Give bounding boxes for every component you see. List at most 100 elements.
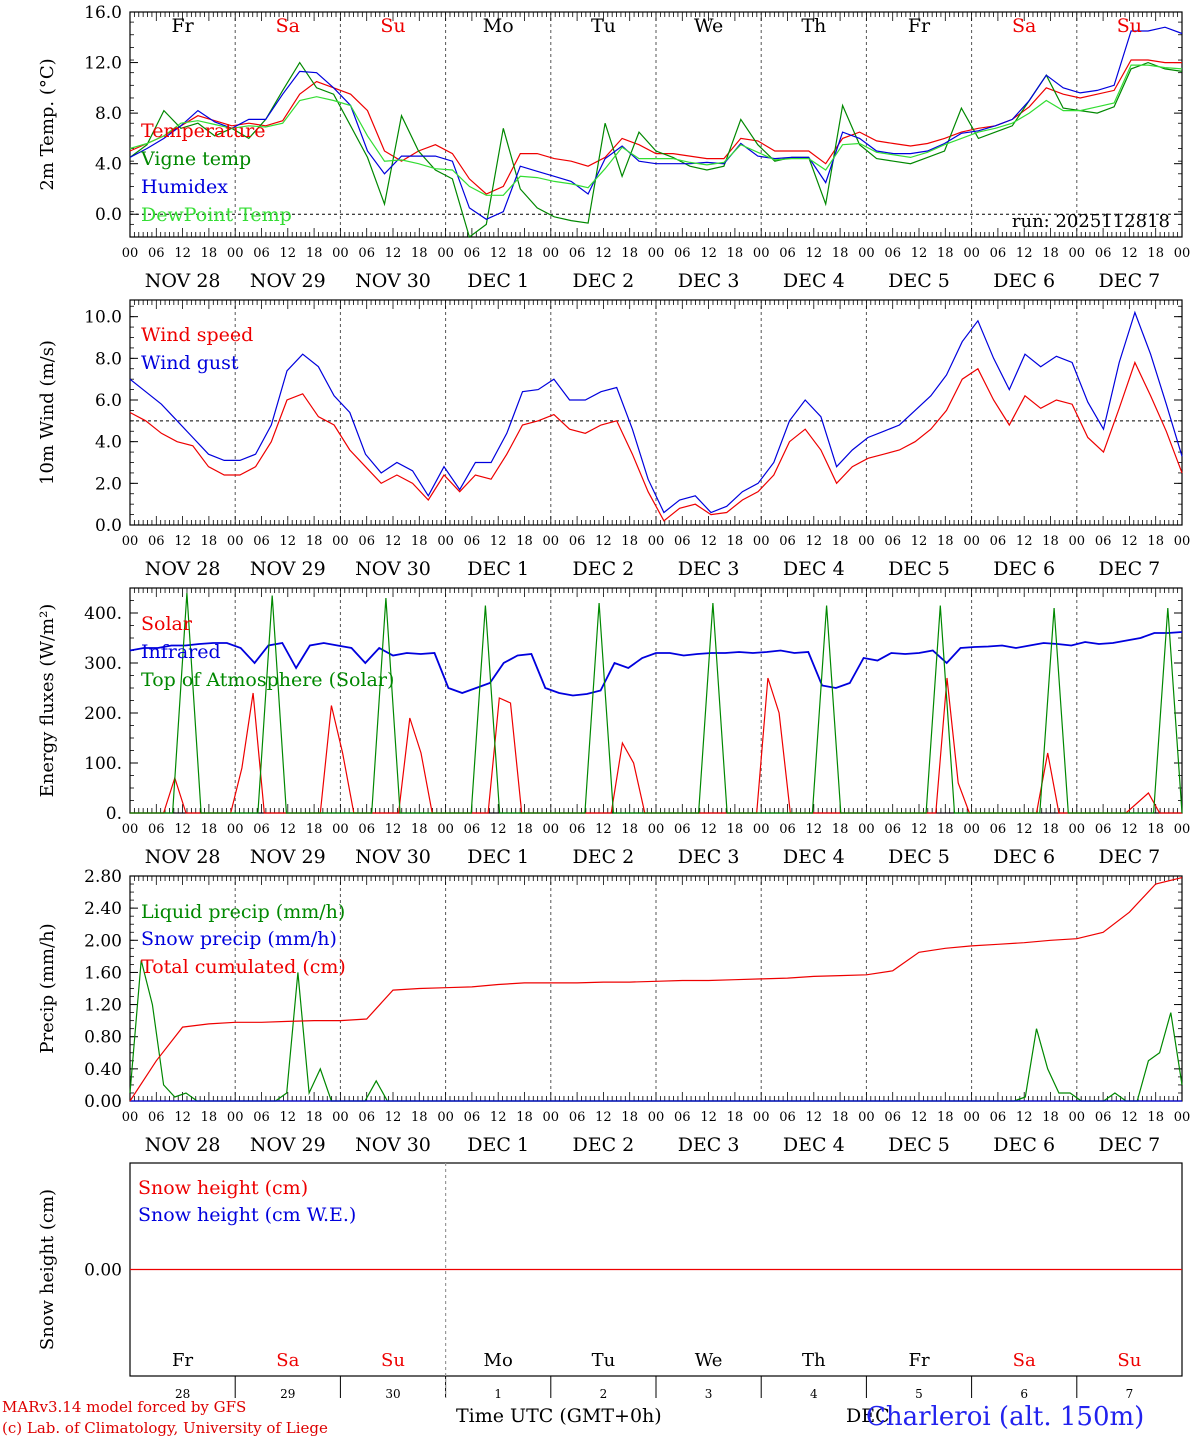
y-tick-label: 4.0 (95, 155, 122, 175)
x-hour-label: 06 (569, 1110, 586, 1125)
y-tick-label: 0.40 (84, 1060, 122, 1080)
x-hour-label: 06 (990, 1110, 1007, 1125)
x-hour-label: 00 (753, 246, 770, 261)
x-date-label: NOV 30 (355, 846, 431, 868)
x-date-label: DEC 3 (678, 558, 740, 580)
x-hour-label: 12 (595, 534, 612, 549)
x-hour-label: 00 (332, 822, 349, 837)
x-date-label: DEC 3 (678, 270, 740, 292)
y-axis-title: 10m Wind (m/s) (37, 340, 58, 485)
x-hour-label: 18 (621, 534, 638, 549)
x-hour-label: 18 (411, 1110, 428, 1125)
x-date-label: DEC 2 (573, 270, 635, 292)
x-hour-label: 12 (1121, 822, 1138, 837)
y-tick-label: 6.0 (95, 391, 122, 411)
x-date-label: NOV 28 (145, 270, 221, 292)
x-date-label: DEC 4 (783, 846, 845, 868)
x-hour-label: 06 (253, 534, 270, 549)
x-hour-label: 06 (464, 534, 481, 549)
x-hour-label: 12 (595, 246, 612, 261)
x-date-label: DEC 3 (678, 846, 740, 868)
x-hour-label: 18 (937, 822, 954, 837)
x-hour-label: 12 (1016, 534, 1033, 549)
x-hour-label: 00 (543, 1110, 560, 1125)
x-hour-label: 06 (358, 1110, 375, 1125)
x-hour-label: 06 (674, 1110, 691, 1125)
x-hour-label: 12 (1016, 246, 1033, 261)
date-number-label: 29 (280, 1387, 295, 1401)
y-tick-label: 1.60 (84, 963, 122, 983)
x-hour-label: 00 (1069, 534, 1086, 549)
y-axis-title: Energy fluxes (W/m²) (37, 604, 58, 798)
x-hour-label: 12 (806, 822, 823, 837)
x-hour-label: 00 (648, 534, 665, 549)
x-date-label: NOV 30 (355, 1134, 431, 1156)
x-hour-label: 06 (253, 1110, 270, 1125)
x-hour-label: 00 (858, 246, 875, 261)
x-hour-label: 18 (621, 822, 638, 837)
month-label: DEC (846, 1405, 890, 1427)
y-tick-label: 4.0 (95, 433, 122, 453)
x-hour-label: 00 (437, 534, 454, 549)
x-hour-label: 00 (753, 534, 770, 549)
x-hour-label: 00 (122, 822, 139, 837)
y-tick-label: 2.0 (95, 474, 122, 494)
weekday-label: We (694, 15, 723, 37)
x-hour-label: 18 (621, 1110, 638, 1125)
x-hour-label: 18 (1147, 1110, 1164, 1125)
y-tick-label: 2.40 (84, 899, 122, 919)
x-hour-label: 00 (753, 822, 770, 837)
x-date-label: DEC 1 (467, 558, 529, 580)
y-tick-label: 0.0 (95, 516, 122, 536)
series-line-wind-gust (129, 310, 1183, 514)
x-hour-label: 18 (1042, 822, 1059, 837)
series-line-total-cumulated-cm- (129, 877, 1183, 1102)
x-hour-label: 12 (806, 1110, 823, 1125)
y-tick-label: 200. (84, 704, 122, 724)
x-date-label: NOV 29 (250, 270, 326, 292)
x-hour-label: 06 (148, 246, 165, 261)
x-hour-label: 12 (280, 822, 297, 837)
x-hour-label: 06 (884, 1110, 901, 1125)
legend-entry: Infrared (141, 641, 221, 663)
x-hour-label: 18 (832, 246, 849, 261)
x-hour-label: 12 (806, 246, 823, 261)
date-number-label: 30 (385, 1387, 400, 1401)
x-date-label: DEC 7 (1099, 1134, 1161, 1156)
x-hour-label: 00 (648, 1110, 665, 1125)
x-hour-label: 18 (411, 822, 428, 837)
x-date-label: DEC 5 (888, 558, 950, 580)
date-number-label: 28 (175, 1387, 190, 1401)
series-line-top-of-atmosphere-solar- (130, 592, 1183, 814)
x-hour-label: 12 (1121, 534, 1138, 549)
x-hour-label: 12 (911, 1110, 928, 1125)
x-hour-label: 00 (753, 1110, 770, 1125)
x-hour-label: 12 (700, 1110, 717, 1125)
x-hour-label: 00 (122, 246, 139, 261)
x-axis-title: Time UTC (GMT+0h) (456, 1405, 662, 1427)
x-hour-label: 18 (201, 534, 218, 549)
date-number-label: 4 (810, 1387, 818, 1401)
x-hour-label: 00 (227, 1110, 244, 1125)
x-hour-label: 18 (832, 534, 849, 549)
x-date-label: DEC 5 (888, 270, 950, 292)
x-hour-label: 12 (700, 534, 717, 549)
x-date-label: DEC 1 (467, 1134, 529, 1156)
x-date-label: DEC 7 (1099, 558, 1161, 580)
weekday-label: Su (1117, 15, 1142, 37)
x-hour-label: 12 (174, 1110, 191, 1125)
y-tick-label: 0.00 (84, 1261, 122, 1281)
panel-frame-1 (129, 299, 1183, 526)
x-date-label: NOV 30 (355, 558, 431, 580)
y-tick-label: 0.80 (84, 1028, 122, 1048)
weekday-label: Fr (171, 15, 194, 37)
series-line-vigne-temp (129, 61, 1183, 238)
x-date-label: DEC 6 (993, 558, 1055, 580)
x-hour-label: 12 (1121, 1110, 1138, 1125)
x-hour-label: 18 (1042, 1110, 1059, 1125)
x-date-label: NOV 29 (250, 1134, 326, 1156)
x-hour-label: 18 (1042, 534, 1059, 549)
x-hour-label: 18 (201, 822, 218, 837)
x-hour-label: 12 (385, 1110, 402, 1125)
legend-entry: Wind gust (141, 352, 239, 374)
